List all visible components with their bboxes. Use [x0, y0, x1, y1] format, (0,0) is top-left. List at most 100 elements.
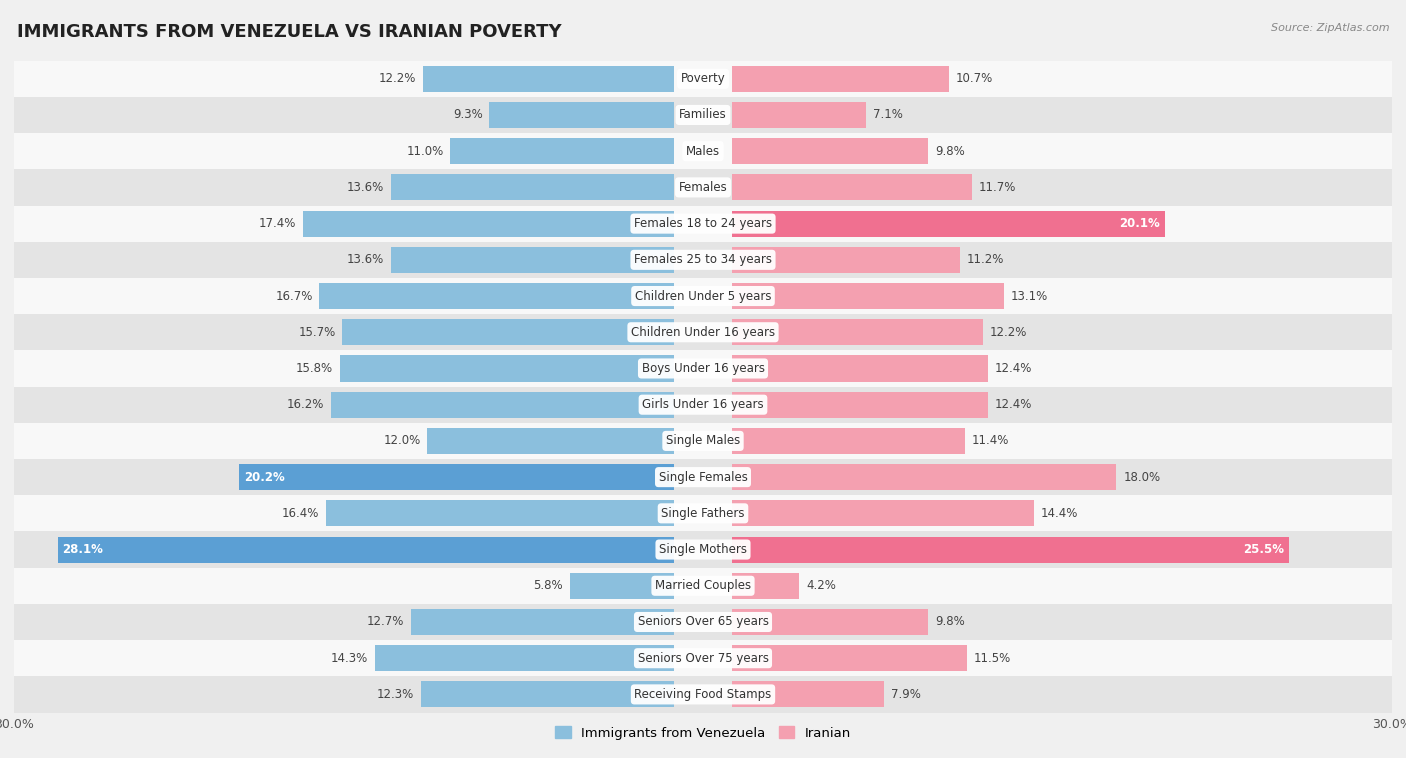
Bar — [239, 464, 675, 490]
Text: Single Fathers: Single Fathers — [661, 507, 745, 520]
Bar — [14, 205, 1392, 242]
Text: 12.4%: 12.4% — [994, 398, 1032, 411]
Text: Males: Males — [686, 145, 720, 158]
Text: 13.6%: 13.6% — [346, 181, 384, 194]
Text: 4.2%: 4.2% — [807, 579, 837, 592]
Bar — [14, 568, 1392, 604]
Text: 12.3%: 12.3% — [377, 688, 413, 701]
Bar — [731, 609, 928, 635]
Bar — [731, 283, 1004, 309]
Bar — [14, 423, 1392, 459]
Bar — [427, 428, 675, 454]
Bar — [423, 66, 675, 92]
Text: 15.7%: 15.7% — [298, 326, 336, 339]
Text: 18.0%: 18.0% — [1123, 471, 1160, 484]
Bar — [319, 283, 675, 309]
Text: 20.1%: 20.1% — [1119, 217, 1160, 230]
Bar — [731, 247, 960, 273]
Text: Females 25 to 34 years: Females 25 to 34 years — [634, 253, 772, 266]
Text: IMMIGRANTS FROM VENEZUELA VS IRANIAN POVERTY: IMMIGRANTS FROM VENEZUELA VS IRANIAN POV… — [17, 23, 561, 41]
Bar — [14, 314, 1392, 350]
Text: Females 18 to 24 years: Females 18 to 24 years — [634, 217, 772, 230]
Text: 11.7%: 11.7% — [979, 181, 1017, 194]
Bar — [304, 211, 675, 236]
Bar — [731, 356, 988, 381]
Text: 12.7%: 12.7% — [367, 615, 405, 628]
Bar — [14, 387, 1392, 423]
Text: 12.2%: 12.2% — [378, 72, 416, 85]
Bar — [731, 500, 1033, 526]
Text: Single Females: Single Females — [658, 471, 748, 484]
Bar — [489, 102, 675, 128]
Bar — [391, 174, 675, 200]
Text: 9.8%: 9.8% — [935, 615, 965, 628]
Text: 17.4%: 17.4% — [259, 217, 297, 230]
Text: 11.5%: 11.5% — [974, 652, 1011, 665]
Bar — [14, 169, 1392, 205]
Text: Seniors Over 75 years: Seniors Over 75 years — [637, 652, 769, 665]
Bar — [14, 531, 1392, 568]
Bar — [14, 278, 1392, 314]
Bar — [420, 681, 675, 707]
Bar — [14, 604, 1392, 640]
Bar — [731, 211, 1164, 236]
Bar — [731, 464, 1116, 490]
Text: Source: ZipAtlas.com: Source: ZipAtlas.com — [1271, 23, 1389, 33]
Bar — [374, 645, 675, 672]
Text: 9.3%: 9.3% — [453, 108, 482, 121]
Text: 13.1%: 13.1% — [1011, 290, 1047, 302]
Bar — [14, 676, 1392, 713]
Bar — [731, 174, 972, 200]
Bar — [731, 66, 949, 92]
Text: 13.6%: 13.6% — [346, 253, 384, 266]
Text: Females: Females — [679, 181, 727, 194]
Text: 11.2%: 11.2% — [967, 253, 1004, 266]
Bar — [450, 138, 675, 164]
Bar — [731, 645, 967, 672]
Text: Families: Families — [679, 108, 727, 121]
Bar — [731, 319, 983, 346]
Text: 12.2%: 12.2% — [990, 326, 1028, 339]
Bar — [731, 681, 884, 707]
Bar — [14, 459, 1392, 495]
Bar — [731, 573, 800, 599]
Bar — [731, 138, 928, 164]
Bar — [14, 133, 1392, 169]
Text: Children Under 16 years: Children Under 16 years — [631, 326, 775, 339]
Text: Seniors Over 65 years: Seniors Over 65 years — [637, 615, 769, 628]
Text: Single Mothers: Single Mothers — [659, 543, 747, 556]
Bar — [14, 495, 1392, 531]
Text: 16.2%: 16.2% — [287, 398, 323, 411]
Bar — [330, 392, 675, 418]
Text: 25.5%: 25.5% — [1243, 543, 1284, 556]
Text: 28.1%: 28.1% — [62, 543, 103, 556]
Text: Boys Under 16 years: Boys Under 16 years — [641, 362, 765, 375]
Text: Girls Under 16 years: Girls Under 16 years — [643, 398, 763, 411]
Bar — [14, 242, 1392, 278]
Bar — [731, 102, 866, 128]
Bar — [569, 573, 675, 599]
Text: 11.0%: 11.0% — [406, 145, 443, 158]
Text: 10.7%: 10.7% — [956, 72, 993, 85]
Text: 12.4%: 12.4% — [994, 362, 1032, 375]
Bar — [391, 247, 675, 273]
Text: Married Couples: Married Couples — [655, 579, 751, 592]
Text: 7.9%: 7.9% — [891, 688, 921, 701]
Bar — [14, 97, 1392, 133]
Text: 9.8%: 9.8% — [935, 145, 965, 158]
Bar — [731, 428, 965, 454]
Text: 15.8%: 15.8% — [297, 362, 333, 375]
Bar — [14, 61, 1392, 97]
Bar — [14, 640, 1392, 676]
Text: Single Males: Single Males — [666, 434, 740, 447]
Bar — [58, 537, 675, 562]
Text: 11.4%: 11.4% — [972, 434, 1010, 447]
Bar — [14, 350, 1392, 387]
Legend: Immigrants from Venezuela, Iranian: Immigrants from Venezuela, Iranian — [550, 721, 856, 745]
Text: 7.1%: 7.1% — [873, 108, 903, 121]
Bar — [343, 319, 675, 346]
Text: Poverty: Poverty — [681, 72, 725, 85]
Text: Receiving Food Stamps: Receiving Food Stamps — [634, 688, 772, 701]
Text: 12.0%: 12.0% — [384, 434, 420, 447]
Text: 16.4%: 16.4% — [283, 507, 319, 520]
